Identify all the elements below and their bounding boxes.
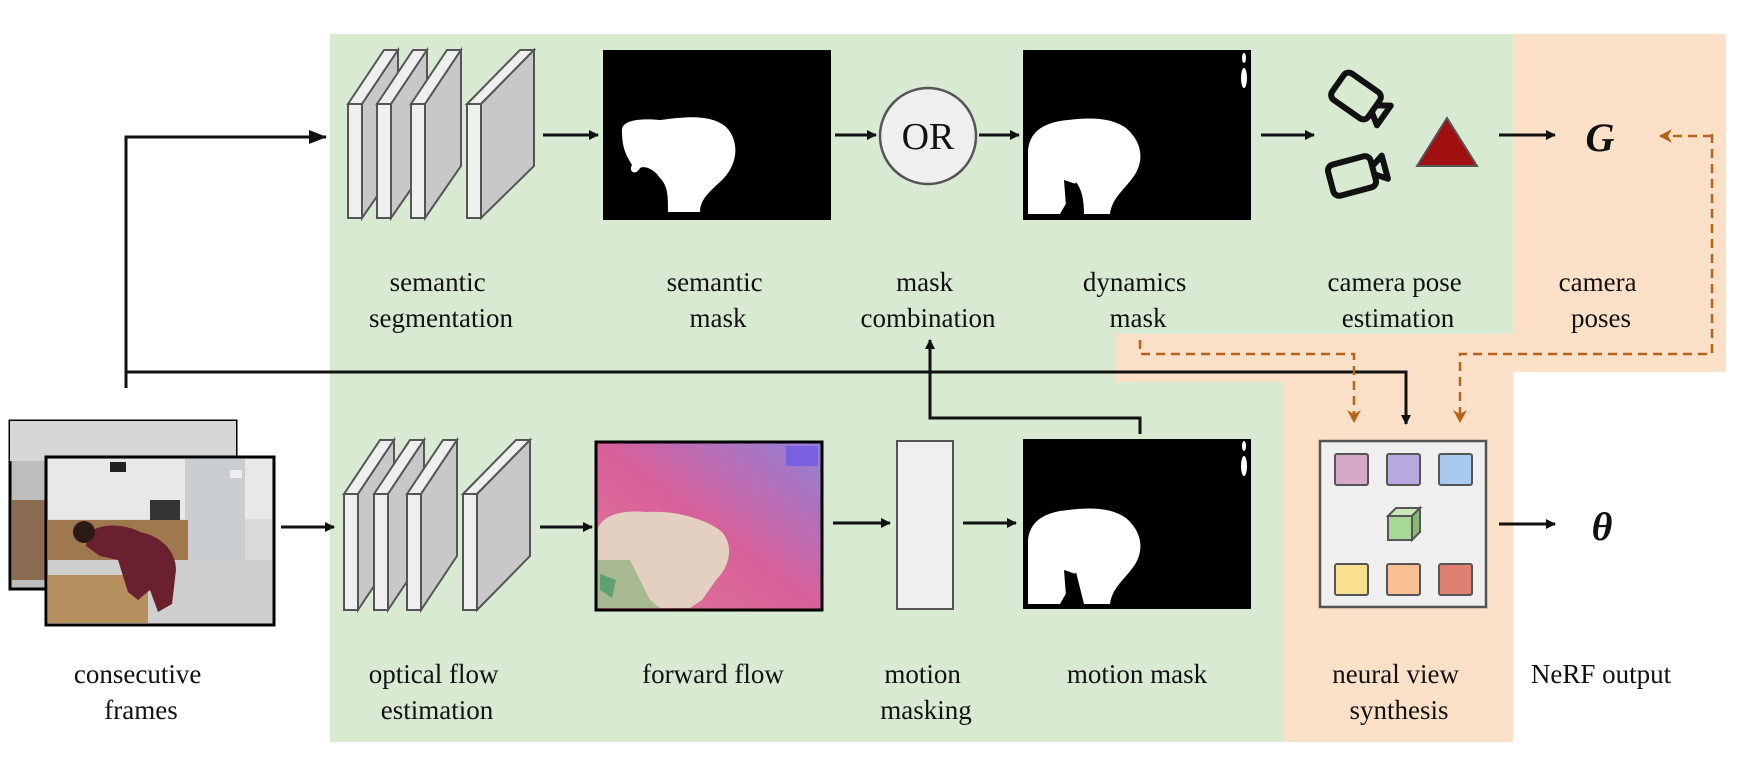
cube-icon <box>1385 505 1423 543</box>
label-camera-pose-estimation: camera pose estimation <box>1328 267 1469 333</box>
params-symbol: θ <box>1592 504 1613 549</box>
forward-flow-image <box>594 440 824 612</box>
camera-pose-icons <box>1324 69 1479 199</box>
label-optical-flow-estimation: optical flow estimation <box>369 659 505 725</box>
motion-mask-image <box>1023 439 1251 609</box>
pose-triangle-icon <box>1415 116 1479 167</box>
label-dynamics-mask: dynamics mask <box>1083 267 1193 333</box>
label-consecutive-frames: consecutive frames <box>74 659 208 725</box>
label-camera-poses: camera poses <box>1559 267 1644 333</box>
optical-flow-network <box>342 436 533 614</box>
semantic-mask-image <box>603 50 831 220</box>
semantic-segmentation-network <box>346 46 537 222</box>
arrow <box>925 339 1142 434</box>
or-operator-label: OR <box>902 116 955 158</box>
orange-region <box>1115 34 1726 742</box>
motion-masking-block <box>896 440 954 610</box>
dynamics-mask-image <box>1023 50 1251 220</box>
label-neural-view-synthesis: neural view synthesis <box>1332 659 1465 725</box>
neural-view-synthesis-block <box>1318 439 1488 609</box>
label-forward-flow: forward flow <box>642 659 784 689</box>
dashed-arrow <box>1138 340 1361 423</box>
label-semantic-segmentation: semantic segmentation <box>369 267 513 333</box>
camera-icon <box>1324 152 1391 199</box>
label-motion-masking: motion masking <box>880 659 972 725</box>
label-motion-mask: motion mask <box>1067 659 1208 689</box>
poses-symbol: G <box>1586 115 1615 160</box>
or-operator: OR <box>878 86 978 186</box>
label-nerf-output: NeRF output <box>1531 659 1672 689</box>
label-mask-combination: mask combination <box>861 267 996 333</box>
label-semantic-mask: semantic mask <box>667 267 770 333</box>
solid-arrows <box>124 130 1556 532</box>
dashed-arrow <box>1453 134 1714 423</box>
camera-icon <box>1328 69 1394 129</box>
arrow <box>126 370 1411 425</box>
consecutive-frames-image <box>8 419 276 627</box>
dashed-arrows <box>1138 129 1714 423</box>
labels: semantic segmentation semantic mask mask… <box>74 267 1672 725</box>
arrow <box>124 130 327 388</box>
